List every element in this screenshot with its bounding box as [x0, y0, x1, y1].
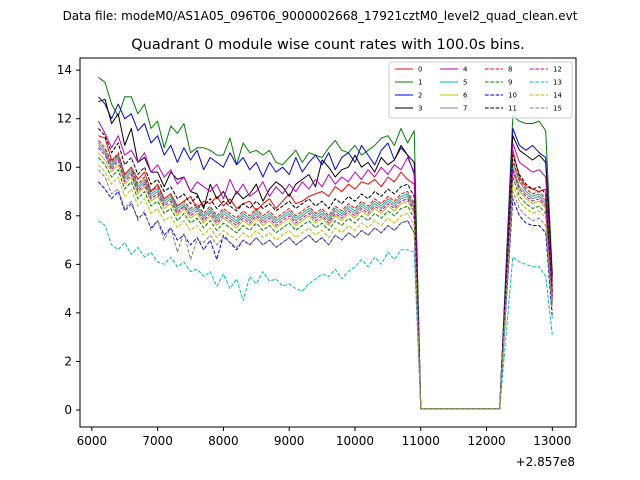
series-line-6: [98, 152, 553, 410]
legend-label-5: 5: [463, 79, 467, 87]
y-tick-label: 4: [64, 306, 72, 320]
legend-label-11: 11: [508, 105, 517, 113]
legend-label-2: 2: [418, 92, 422, 100]
chart-title: Quadrant 0 module wise count rates with …: [131, 37, 525, 53]
legend-label-6: 6: [463, 92, 468, 100]
x-tick-label: 12000: [467, 434, 505, 448]
y-tick-label: 10: [57, 160, 72, 174]
x-tick-label: 11000: [402, 434, 440, 448]
x-tick-label: 6000: [77, 434, 108, 448]
series-line-9: [98, 157, 553, 410]
series-line-8: [98, 140, 553, 410]
x-tick-label: 13000: [533, 434, 571, 448]
legend-label-0: 0: [418, 66, 422, 74]
series-line-3: [98, 98, 553, 410]
y-tick-label: 12: [57, 112, 72, 126]
x-tick-label: 9000: [274, 434, 305, 448]
x-tick-label: 7000: [142, 434, 173, 448]
series-line-15: [98, 169, 553, 410]
x-tick-label: 8000: [208, 434, 239, 448]
axes-layer: 6000 7000 8000 9000 10000 11000 12000 13000 0 2 4 6…: [57, 57, 577, 448]
series-line-1: [98, 76, 553, 410]
legend-label-14: 14: [553, 92, 562, 100]
series-line-5: [98, 142, 553, 410]
series-line-0: [98, 135, 553, 410]
y-tick-label: 2: [64, 354, 72, 368]
data-file-label: Data file: modeM0/AS1A05_096T06_90000026…: [63, 9, 578, 23]
plot-frame: [79, 57, 577, 428]
y-tick-label: 8: [64, 209, 72, 223]
series-layer: [97, 76, 553, 410]
y-tick-label: 6: [64, 257, 72, 271]
legend-label-10: 10: [508, 92, 517, 100]
series-line-13: [98, 220, 553, 410]
legend-label-3: 3: [418, 105, 422, 113]
x-tick-label: 10000: [336, 434, 374, 448]
series-line-7: [98, 145, 553, 410]
series-line-12: [98, 147, 553, 410]
series-line-14: [98, 164, 553, 410]
legend-label-8: 8: [508, 66, 512, 74]
legend-label-9: 9: [508, 79, 512, 87]
legend-label-4: 4: [463, 66, 468, 74]
x-axis-offset-label: +2.857e8: [516, 455, 575, 469]
legend-label-1: 1: [418, 79, 422, 87]
legend-label-12: 12: [553, 66, 562, 74]
legend-label-7: 7: [463, 105, 467, 113]
legend-label-15: 15: [553, 105, 562, 113]
legend-label-13: 13: [553, 79, 562, 87]
legend-box: [388, 61, 573, 119]
y-tick-label: 0: [64, 403, 72, 417]
series-line-11: [98, 128, 553, 410]
y-tick-label: 14: [57, 63, 72, 77]
series-line-4: [97, 120, 553, 410]
